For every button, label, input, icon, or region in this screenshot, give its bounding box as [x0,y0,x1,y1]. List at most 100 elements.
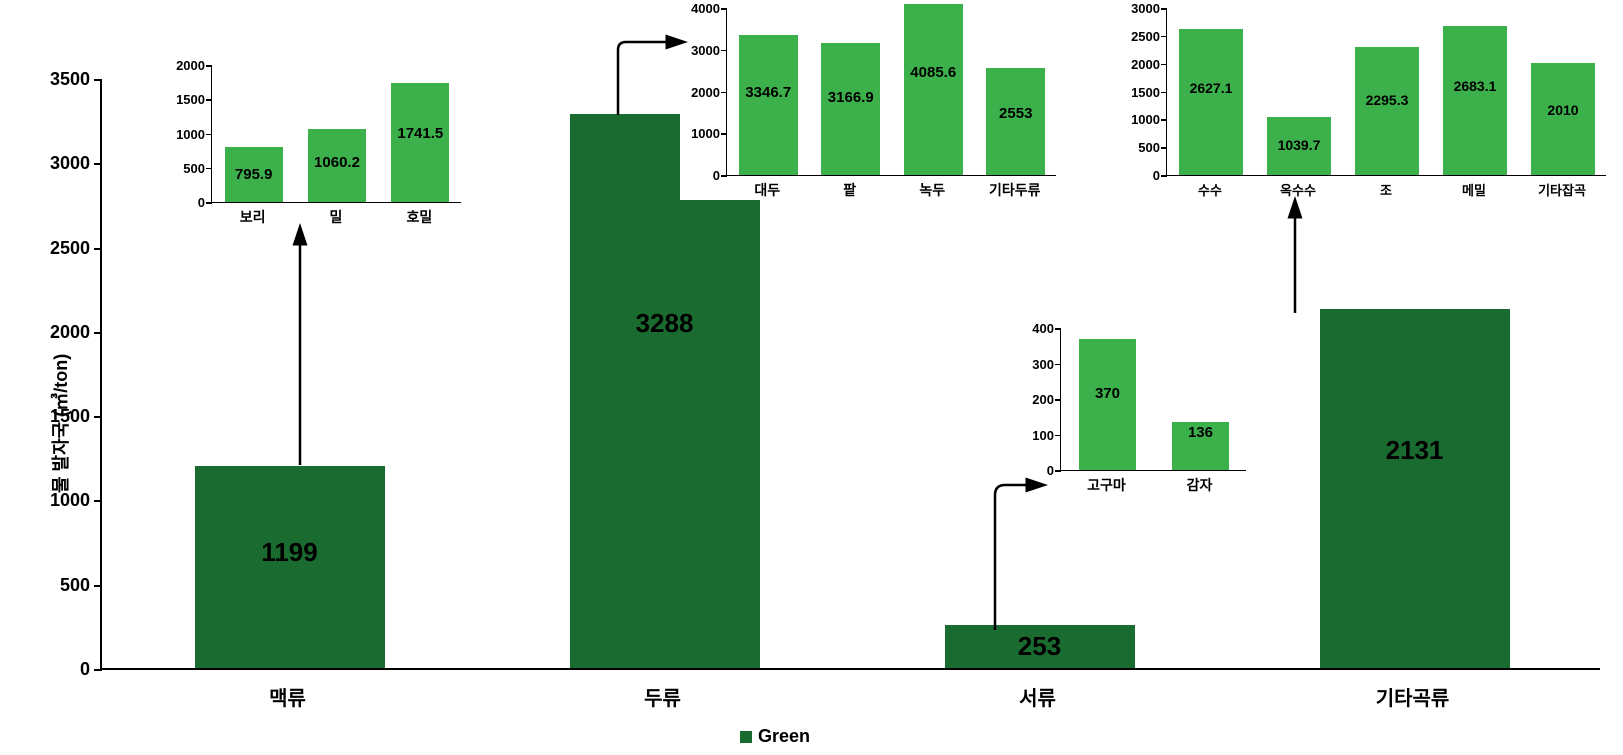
sub-plot-area: 795.9 1060.2 1741.5 [211,66,461,203]
sub-ytick-label: 0 [165,195,205,210]
main-bar-value-3: 2131 [1320,435,1510,466]
sub-ytick-label: 2000 [1120,57,1160,72]
sub-ytick-mark [721,175,727,177]
main-ytick-label: 2500 [30,238,90,259]
sub-ytick-label: 400 [1020,321,1054,336]
sub-bar: 2553 [986,68,1045,175]
sub-ytick-label: 1000 [680,126,720,141]
main-xtick-label-0: 맥류 [208,682,368,711]
sub-bar: 795.9 [225,147,283,202]
sub-ytick-mark [206,65,212,67]
subchart-duryu: 3346.73166.94085.6255301000200030004000대… [680,5,1060,200]
sub-xtick-label: 밀 [294,207,377,227]
sub-ytick-label: 100 [1020,428,1054,443]
sub-ytick-mark [206,134,212,136]
sub-ytick-label: 0 [680,168,720,183]
sub-ytick-mark [1161,36,1167,38]
sub-ytick-mark [721,50,727,52]
main-ytick-label: 1500 [30,406,90,427]
sub-ytick-mark [1055,364,1061,366]
sub-bar-value: 1039.7 [1267,137,1330,153]
main-ytick-label: 500 [30,575,90,596]
main-ytick-mark [94,416,102,418]
sub-ytick-mark [1055,435,1061,437]
main-xtick-label-2: 서류 [958,682,1118,711]
main-bar-0: 1199 [195,466,385,668]
sub-ytick-label: 1000 [1120,112,1160,127]
sub-plot-area: 370 136 [1060,329,1246,471]
sub-ytick-label: 300 [1020,357,1054,372]
main-ytick-mark [94,79,102,81]
main-xtick-label-3: 기타곡류 [1333,682,1493,711]
sub-bar-value: 2010 [1531,102,1594,118]
sub-bar: 370 [1079,339,1137,470]
arrow-seoryu [980,470,1060,635]
sub-ytick-mark [721,92,727,94]
main-ytick-label: 1000 [30,490,90,511]
sub-bar: 2683.1 [1443,26,1506,175]
subchart-gitagokryu: 2627.11039.72295.32683.12010050010001500… [1120,5,1610,200]
sub-bar-value: 3166.9 [821,89,880,106]
sub-bar-value: 2553 [986,105,1045,122]
sub-bar: 2010 [1531,63,1594,175]
sub-xtick-label: 기타두류 [974,180,1057,200]
sub-bar-value: 1060.2 [308,154,366,171]
sub-ytick-mark [721,133,727,135]
arrow-maekryu [280,225,320,470]
sub-ytick-mark [1161,175,1167,177]
sub-bar: 1741.5 [391,83,449,202]
sub-ytick-label: 500 [165,161,205,176]
sub-bar: 4085.6 [904,4,963,175]
sub-plot-area: 3346.73166.94085.62553 [726,9,1056,176]
sub-xtick-label: 팥 [809,180,892,200]
sub-bar: 3166.9 [821,43,880,175]
main-bar-value-0: 1199 [195,537,385,568]
sub-bar-value: 370 [1079,385,1137,402]
main-ytick-mark [94,585,102,587]
main-ytick-mark [94,248,102,250]
sub-bar: 3346.7 [739,35,798,175]
sub-ytick-mark [206,202,212,204]
main-ytick-mark [94,163,102,165]
sub-xtick-label: 수수 [1166,180,1254,199]
sub-bar-value: 2627.1 [1179,80,1242,96]
arrow-duryu [600,30,690,120]
sub-xtick-label: 옥수수 [1254,180,1342,199]
sub-xtick-label: 기타잡곡 [1518,180,1606,199]
sub-bar-value: 2295.3 [1355,92,1418,108]
sub-xtick-label: 고구마 [1060,475,1153,495]
main-ytick-label: 0 [30,659,90,680]
sub-ytick-mark [1161,64,1167,66]
sub-bar-value: 3346.7 [739,84,798,101]
sub-ytick-label: 3000 [1120,1,1160,16]
main-xtick-label-1: 두류 [583,682,743,711]
sub-bar: 1060.2 [308,129,366,202]
main-ytick-label: 3500 [30,69,90,90]
sub-ytick-label: 200 [1020,392,1054,407]
legend: Green [740,726,810,747]
sub-ytick-mark [1161,8,1167,10]
main-ytick-mark [94,500,102,502]
sub-ytick-mark [1055,399,1061,401]
sub-ytick-mark [1161,92,1167,94]
arrow-gitagokryu [1275,198,1315,318]
sub-ytick-label: 1500 [165,92,205,107]
sub-bar: 1039.7 [1267,117,1330,175]
sub-bar-value: 136 [1172,424,1230,441]
sub-ytick-mark [206,168,212,170]
sub-ytick-label: 1000 [165,127,205,142]
legend-swatch [740,731,752,743]
sub-ytick-mark [1161,119,1167,121]
sub-xtick-label: 메밀 [1430,180,1518,199]
sub-bar-value: 2683.1 [1443,78,1506,94]
main-ytick-mark [94,332,102,334]
sub-xtick-label: 보리 [211,207,294,227]
main-ytick-mark [94,669,102,671]
main-bar-value-2: 253 [945,631,1135,662]
sub-ytick-label: 4000 [680,1,720,16]
subchart-maekryu: 795.91060.21741.50500100015002000보리밀호밀 [165,62,465,227]
main-ytick-label: 3000 [30,153,90,174]
legend-label: Green [758,726,810,747]
sub-xtick-label: 호밀 [378,207,461,227]
sub-ytick-label: 500 [1120,140,1160,155]
